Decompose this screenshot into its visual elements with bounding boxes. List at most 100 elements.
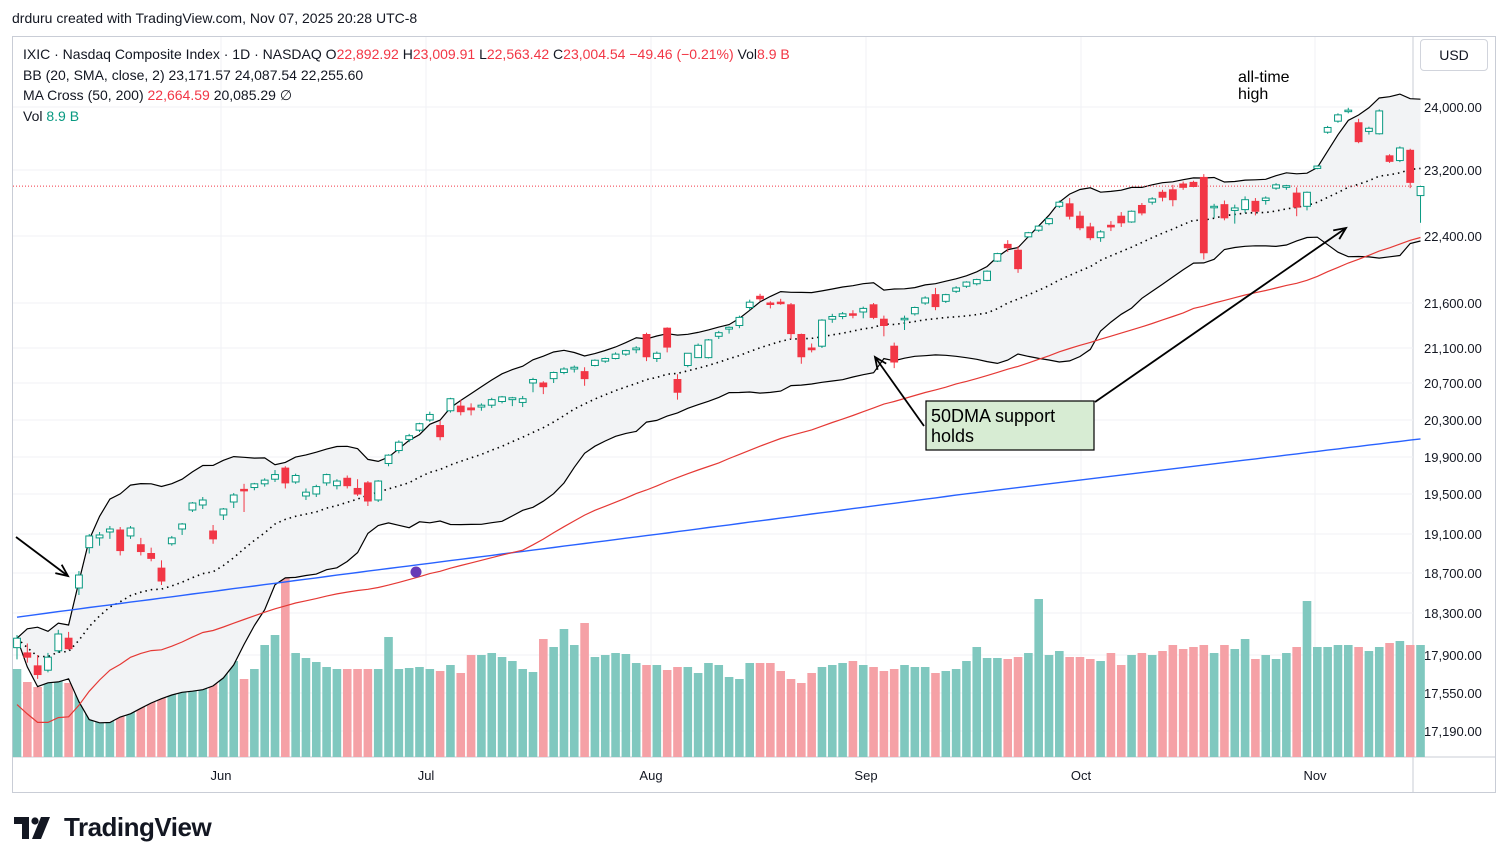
candle-body[interactable] <box>756 295 764 300</box>
candle-body[interactable] <box>425 413 434 421</box>
candle-body[interactable] <box>363 482 372 502</box>
candle-body[interactable] <box>787 304 795 335</box>
candle-body[interactable] <box>353 487 362 495</box>
candle-body[interactable] <box>1127 210 1136 223</box>
candle-body[interactable] <box>1076 215 1084 229</box>
legend-bb-row[interactable]: BB (20, SMA, close, 2) 23,171.57 24,087.… <box>23 65 790 86</box>
candle-body[interactable] <box>405 435 414 440</box>
candle-body[interactable] <box>1385 155 1394 162</box>
candle-body[interactable] <box>591 359 599 366</box>
candle-body[interactable] <box>477 404 486 408</box>
candle-body[interactable] <box>44 656 52 671</box>
candle-body[interactable] <box>1323 126 1332 133</box>
candle-body[interactable] <box>312 486 321 495</box>
candle-body[interactable] <box>601 358 610 362</box>
candle-body[interactable] <box>95 534 104 539</box>
candle-body[interactable] <box>281 467 290 484</box>
candle-body[interactable] <box>570 366 579 370</box>
candle-body[interactable] <box>1210 205 1219 209</box>
candle-body[interactable] <box>116 529 125 552</box>
candle-body[interactable] <box>539 382 548 388</box>
candle-body[interactable] <box>167 537 176 545</box>
candle-body[interactable] <box>972 279 981 285</box>
candle-body[interactable] <box>890 345 899 363</box>
candle-body[interactable] <box>250 483 259 489</box>
candle-body[interactable] <box>13 637 21 649</box>
bollinger-lower-band[interactable] <box>16 236 1421 724</box>
candle-body[interactable] <box>1158 191 1167 198</box>
candle-body[interactable] <box>1344 109 1353 113</box>
tradingview-brand[interactable]: TradingView <box>14 812 212 843</box>
candle-body[interactable] <box>1354 122 1363 143</box>
candle-body[interactable] <box>1292 192 1301 208</box>
candle-body[interactable] <box>260 479 269 485</box>
candle-body[interactable] <box>745 301 754 309</box>
candle-body[interactable] <box>776 301 785 305</box>
candle-body[interactable] <box>1055 201 1064 207</box>
candle-body[interactable] <box>1199 176 1208 254</box>
candle-body[interactable] <box>766 302 775 305</box>
candle-body[interactable] <box>611 353 620 359</box>
candle-body[interactable] <box>642 334 651 358</box>
candle-body[interactable] <box>1045 218 1053 225</box>
candle-body[interactable] <box>694 344 703 359</box>
candle-body[interactable] <box>818 319 826 347</box>
ma200-line[interactable] <box>16 438 1421 618</box>
candle-body[interactable] <box>952 287 961 292</box>
candle-body[interactable] <box>1014 249 1022 270</box>
candle-body[interactable] <box>1065 203 1074 217</box>
candle-body[interactable] <box>962 281 971 287</box>
candle-body[interactable] <box>75 574 83 589</box>
candle-body[interactable] <box>343 477 352 487</box>
candle-body[interactable] <box>147 553 156 559</box>
candle-body[interactable] <box>271 474 279 480</box>
candle-body[interactable] <box>23 652 32 658</box>
candle-body[interactable] <box>446 398 455 412</box>
candle-body[interactable] <box>1251 200 1260 212</box>
candle-body[interactable] <box>198 499 207 506</box>
candle-body[interactable] <box>1189 181 1198 187</box>
candle-body[interactable] <box>467 407 475 411</box>
candle-body[interactable] <box>1272 184 1280 189</box>
candle-body[interactable] <box>1220 204 1229 219</box>
candle-body[interactable] <box>85 535 94 549</box>
candle-body[interactable] <box>1024 232 1033 238</box>
candle-body[interactable] <box>188 502 197 511</box>
candle-body[interactable] <box>487 399 496 406</box>
candle-body[interactable] <box>673 379 682 393</box>
golden-cross-marker[interactable] <box>410 566 422 578</box>
candle-body[interactable] <box>663 327 672 348</box>
candle-body[interactable] <box>921 297 930 304</box>
candle-body[interactable] <box>931 294 940 308</box>
candle-body[interactable] <box>1107 224 1115 228</box>
candle-body[interactable] <box>859 307 868 313</box>
candle-body[interactable] <box>560 368 568 373</box>
candle-body[interactable] <box>549 372 558 380</box>
legend-ma-row[interactable]: MA Cross (50, 200) 22,664.59 20,085.29 ∅ <box>23 85 790 106</box>
ma50-line[interactable] <box>16 236 1421 723</box>
candle-body[interactable] <box>910 307 919 315</box>
candle-body[interactable] <box>1303 191 1311 207</box>
candle-body[interactable] <box>219 508 228 516</box>
candle-body[interactable] <box>580 371 589 380</box>
candle-body[interactable] <box>302 491 310 497</box>
legend-symbol-row[interactable]: IXIC · Nasdaq Composite Index · 1D · NAS… <box>23 44 790 65</box>
candle-body[interactable] <box>178 523 187 530</box>
candle-body[interactable] <box>735 316 744 326</box>
candle-body[interactable] <box>518 398 527 403</box>
candle-body[interactable] <box>136 544 145 553</box>
candle-body[interactable] <box>498 396 506 402</box>
candle-body[interactable] <box>333 480 341 487</box>
candle-body[interactable] <box>1365 127 1373 132</box>
candle-body[interactable] <box>1313 165 1322 169</box>
candle-body[interactable] <box>941 294 950 302</box>
candle-body[interactable] <box>1241 199 1249 211</box>
candle-body[interactable] <box>415 423 424 431</box>
candle-body[interactable] <box>797 334 806 358</box>
support-callout-box[interactable] <box>925 400 1095 451</box>
candle-body[interactable] <box>1034 225 1043 231</box>
candle-body[interactable] <box>1086 226 1095 239</box>
candle-body[interactable] <box>1168 189 1177 201</box>
candle-body[interactable] <box>1179 183 1188 188</box>
